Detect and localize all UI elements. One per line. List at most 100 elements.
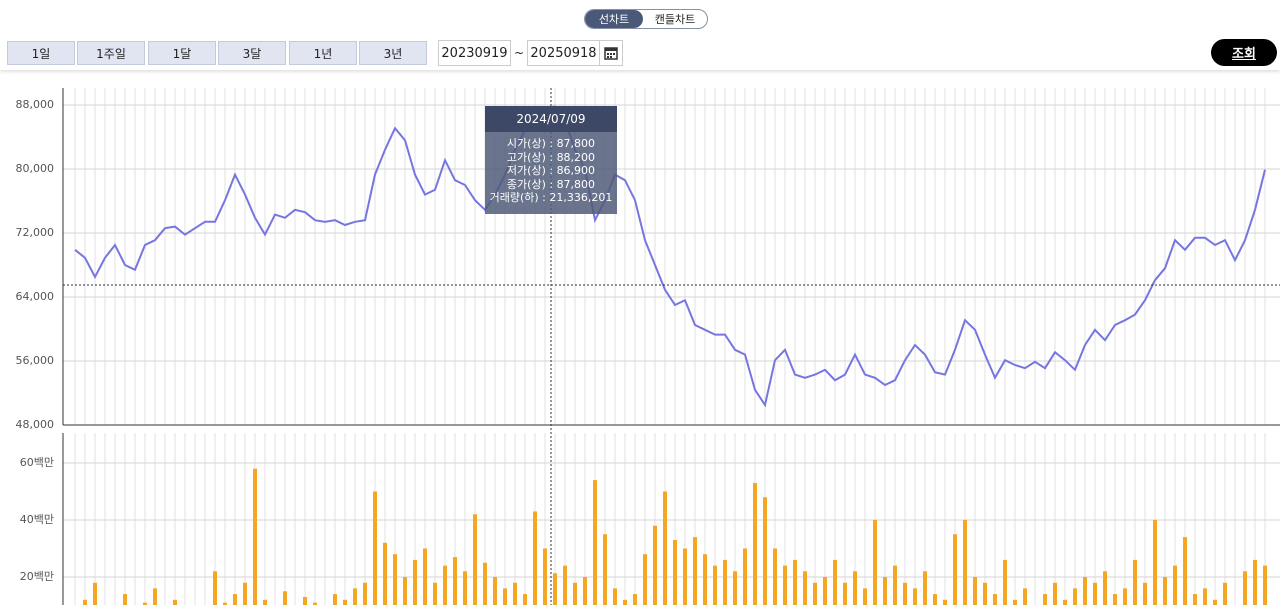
- volume-bar: [853, 571, 857, 605]
- volume-bar: [353, 588, 357, 605]
- tooltip-body: 시가(상) : 87,800 고가(상) : 88,200 저가(상) : 86…: [485, 132, 617, 205]
- volume-bar: [923, 571, 927, 605]
- volume-bar: [223, 602, 227, 605]
- volume-bar: [833, 559, 837, 605]
- price-line: [74, 105, 1266, 408]
- volume-bar: [843, 582, 847, 605]
- volume-bar: [263, 599, 267, 605]
- volume-bar: [363, 582, 367, 605]
- y-tick-label: 48,000: [16, 418, 55, 431]
- volume-bar: [283, 591, 287, 605]
- volume-bar: [1183, 537, 1187, 605]
- volume-bar: [913, 588, 917, 605]
- start-date[interactable]: 20230919: [438, 40, 511, 66]
- volume-bar: [593, 480, 597, 605]
- volume-bar: [1053, 582, 1057, 605]
- volume-bar: [1143, 582, 1147, 605]
- volume-bar: [773, 548, 777, 605]
- volume-bar: [413, 559, 417, 605]
- volume-bar: [513, 582, 517, 605]
- volume-bar: [493, 577, 497, 605]
- volume-bar: [463, 571, 467, 605]
- volume-bar: [83, 599, 87, 605]
- volume-bar: [213, 571, 217, 605]
- volume-bar: [673, 539, 677, 605]
- chart-toggle: 선차트 캔들차트: [584, 9, 708, 29]
- period-button[interactable]: 1일: [7, 41, 75, 65]
- volume-bar: [333, 594, 337, 605]
- separator: ~: [513, 46, 525, 60]
- volume-bar: [1203, 588, 1207, 605]
- search-button[interactable]: 조회: [1211, 39, 1277, 66]
- volume-bar: [653, 525, 657, 605]
- volume-bar: [713, 565, 717, 605]
- volume-bar: [763, 497, 767, 605]
- volume-bar: [403, 577, 407, 605]
- volume-bar: [233, 594, 237, 605]
- volume-bar: [453, 557, 457, 605]
- volume-bar: [1083, 577, 1087, 605]
- period-button[interactable]: 1년: [289, 41, 357, 65]
- volume-bar: [1223, 582, 1227, 605]
- volume-bar: [883, 577, 887, 605]
- volume-bar: [93, 582, 97, 605]
- volume-bar: [1193, 594, 1197, 605]
- volume-bar: [503, 588, 507, 605]
- period-button[interactable]: 1주일: [77, 41, 145, 65]
- volume-bar: [243, 582, 247, 605]
- tooltip-line: 시가(상) : 87,800: [506, 137, 596, 150]
- volume-bar: [633, 594, 637, 605]
- volume-bar: [613, 588, 617, 605]
- tooltip-line: 종가(상) : 87,800: [506, 177, 596, 191]
- volume-bar: [1113, 594, 1117, 605]
- period-button[interactable]: 3년: [359, 41, 427, 65]
- end-date[interactable]: 20250918: [527, 40, 600, 66]
- volume-bar: [1003, 559, 1007, 605]
- volume-bar: [473, 514, 477, 605]
- volume-bar: [143, 602, 147, 605]
- volume-bar: [793, 559, 797, 605]
- period-button[interactable]: 1달: [148, 41, 216, 65]
- volume-bar: [683, 548, 687, 605]
- calendar-button[interactable]: [599, 40, 623, 66]
- volume-bar: [1103, 571, 1107, 605]
- volume-bar: [343, 599, 347, 605]
- volume-bar: [373, 491, 377, 605]
- volume-bar: [303, 596, 307, 605]
- volume-bar: [1043, 594, 1047, 605]
- volume-bar: [783, 565, 787, 605]
- volume-bar: [643, 554, 647, 605]
- volume-bar: [693, 537, 697, 605]
- tooltip-title: 2024/07/09: [485, 106, 617, 132]
- toggle-candle[interactable]: 캔들차트: [654, 13, 696, 26]
- y-tick-label: 56,000: [16, 354, 55, 367]
- tooltip-line: 저가(상) : 86,900: [506, 164, 596, 177]
- volume-bar: [523, 594, 527, 605]
- volume-bar: [973, 577, 977, 605]
- volume-bar: [743, 548, 747, 605]
- volume-bar: [563, 565, 567, 605]
- volume-bar: [573, 582, 577, 605]
- toggle-line[interactable]: 선차트: [585, 10, 643, 28]
- y-tick-label: 60백만: [20, 456, 54, 469]
- volume-bar: [993, 594, 997, 605]
- volume-bar: [733, 571, 737, 605]
- period-button[interactable]: 3달: [218, 41, 286, 65]
- volume-bar: [583, 577, 587, 605]
- y-tick-label: 40백만: [20, 513, 54, 526]
- y-tick-label: 80,000: [16, 162, 55, 175]
- volume-bar: [433, 582, 437, 605]
- volume-bar: [123, 594, 127, 605]
- volume-bar: [873, 520, 877, 605]
- volume-bar: [483, 562, 487, 605]
- volume-bar: [253, 468, 257, 605]
- volume-bar: [723, 559, 727, 605]
- volume-bar: [1263, 565, 1267, 605]
- volume-bar: [1013, 599, 1017, 605]
- volume-bar: [153, 588, 157, 605]
- y-tick-label: 64,000: [16, 290, 55, 303]
- volume-bar: [443, 565, 447, 605]
- volume-bar: [173, 599, 177, 605]
- tooltip: 2024/07/09 시가(상) : 87,800 고가(상) : 88,200…: [485, 106, 617, 214]
